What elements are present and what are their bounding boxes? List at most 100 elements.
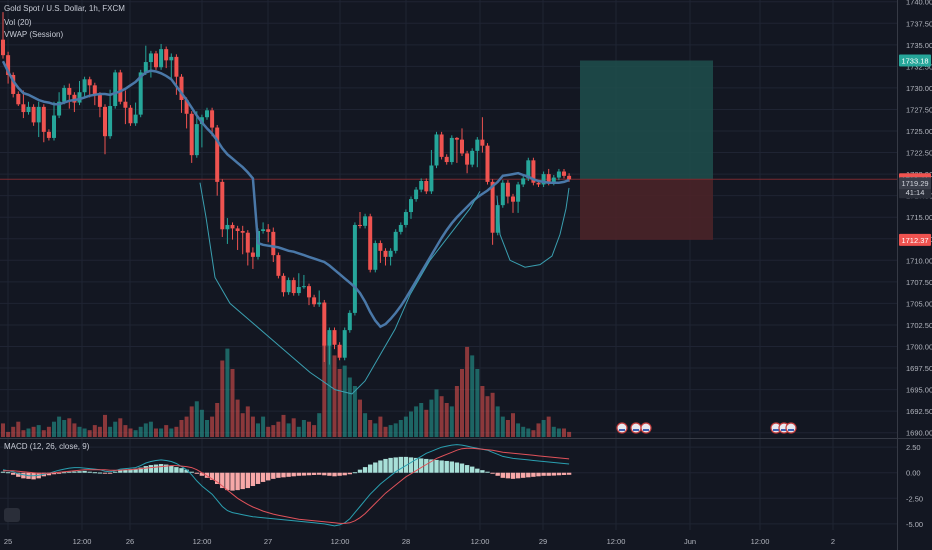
entry-price-label: 1719.29: [901, 179, 928, 188]
candle-body: [424, 181, 429, 192]
macd-histogram-bar: [260, 472, 266, 482]
volume-bar: [36, 425, 41, 437]
candle-body: [449, 137, 454, 163]
event-flag-stripe: [773, 429, 779, 431]
candle-body: [551, 177, 556, 183]
volume-bar: [521, 426, 526, 437]
vol-indicator-label[interactable]: Vol (20): [4, 18, 32, 27]
price-tick-label: 1700.00: [906, 342, 932, 351]
volume-bar: [358, 399, 362, 437]
volume-bar: [210, 416, 215, 437]
tradingview-logo-icon[interactable]: [4, 508, 20, 522]
volume-bar: [215, 403, 220, 437]
macd-histogram-bar: [194, 472, 199, 474]
grid: [0, 0, 897, 530]
risk-reward-tool[interactable]: [0, 60, 897, 240]
candle-body: [143, 62, 148, 73]
volume-bar: [393, 423, 398, 437]
candle-body: [358, 224, 362, 226]
macd-histogram-bar: [123, 469, 128, 473]
volume-bar: [301, 420, 306, 437]
macd-histogram-bar: [235, 472, 240, 491]
macd-histogram-bar: [347, 472, 352, 475]
macd-histogram-bar: [46, 472, 52, 476]
macd-histogram-bar: [521, 472, 526, 478]
macd-histogram-bar: [470, 466, 475, 473]
candle-body: [485, 145, 490, 182]
time-tick-label: Jun: [684, 537, 696, 546]
volume-bar: [154, 428, 158, 437]
volume-bar: [541, 420, 546, 437]
volume-bar: [337, 369, 342, 437]
candle-body: [419, 181, 424, 190]
volume-bar: [1, 423, 5, 437]
candle-body: [327, 330, 332, 346]
macd-histogram-bar: [485, 471, 490, 473]
economic-events[interactable]: [616, 422, 797, 434]
candle-body: [536, 182, 541, 185]
candle-body: [454, 137, 459, 140]
price-axis[interactable]: 1740.00 1737.50 1735.00 1732.50 1730.00 1727.…: [906, 0, 932, 529]
macd-histogram-bar: [408, 457, 414, 473]
time-tick-label: 12:00: [193, 537, 212, 546]
candle-body: [261, 229, 266, 231]
volume-bar: [113, 421, 118, 437]
macd-histogram-bar: [107, 472, 113, 474]
candle-body: [475, 139, 480, 151]
volume-bar: [6, 431, 11, 437]
price-tick-label: 1722.50: [906, 149, 932, 158]
candle-body: [480, 139, 485, 146]
macd-histogram-bar: [337, 472, 342, 476]
volume-bar: [16, 421, 21, 437]
symbol-title[interactable]: Gold Spot / U.S. Dollar, 1h, FXCM: [4, 4, 125, 13]
volume-bar: [276, 421, 281, 437]
price-tick-label: 1725.00: [906, 127, 932, 136]
price-tick-label: 1707.50: [906, 278, 932, 287]
volume-bar: [46, 426, 51, 437]
volume-bar: [449, 406, 454, 437]
volume-bar: [444, 403, 449, 437]
candle-body: [368, 216, 373, 270]
macd-histogram-bar: [158, 464, 164, 473]
macd-histogram-bar: [255, 472, 261, 484]
macd-histogram-bar: [250, 472, 256, 487]
candle-body: [154, 53, 158, 68]
volume-bar: [138, 426, 143, 437]
macd-histogram-bar: [97, 472, 103, 474]
macd-histogram-bar: [87, 471, 92, 473]
candle-body: [556, 171, 561, 178]
vwap-indicator-label[interactable]: VWAP (Session): [4, 30, 64, 39]
price-tick-label: 1695.00: [906, 386, 932, 395]
time-tick-label: 25: [4, 537, 12, 546]
volume-bar: [424, 409, 429, 437]
time-tick-label: 12:00: [751, 537, 770, 546]
time-tick-label: 2: [831, 537, 835, 546]
macd-indicator-label[interactable]: MACD (12, 26, close, 9): [4, 442, 90, 451]
volume-bar: [250, 416, 255, 437]
candle-body: [281, 275, 286, 293]
volume-bar: [403, 416, 408, 437]
session-band-line: [199, 182, 570, 395]
macd-histogram-bar: [526, 472, 531, 478]
price-tick-label: 1732.50: [906, 62, 932, 71]
volume-bar: [332, 355, 337, 437]
candle-body: [342, 330, 347, 358]
volume-bar: [261, 416, 266, 437]
volume-bar: [347, 377, 352, 437]
candle-body: [77, 92, 82, 103]
macd-histogram-bar: [515, 472, 521, 479]
macd-histogram-bar: [357, 469, 363, 473]
candle-body: [159, 49, 164, 68]
volume-bar: [118, 418, 123, 437]
volume-bar: [373, 423, 378, 437]
macd-histogram-bar: [118, 470, 123, 473]
candle-body: [266, 229, 271, 232]
candle-body: [52, 115, 56, 138]
volume-bar: [460, 369, 464, 437]
time-axis[interactable]: 25 12:00 26 12:00 27 12:00 28 12:00 29 12:00 Jun 12…: [4, 537, 835, 546]
macd-histogram-bar: [164, 464, 169, 473]
candle-body: [465, 153, 470, 165]
volume-bar: [21, 430, 26, 437]
volume-bar: [485, 396, 490, 437]
